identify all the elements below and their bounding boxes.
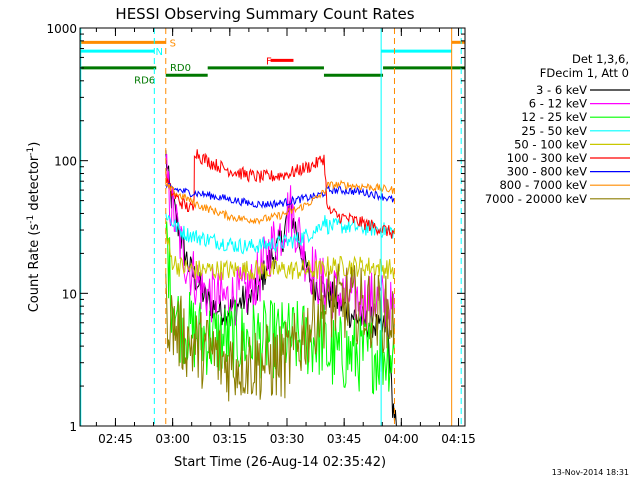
legend-label-50-100-kev: 50 - 100 keV [514,137,587,151]
flag-label-s: S [170,38,176,49]
series-line-800-7000-kev [165,179,395,225]
footer-timestamp: 13-Nov-2014 18:31 [552,468,629,477]
x-tick-label: 03:45 [327,432,362,446]
series-line-25-50-kev [165,212,395,255]
flag-label-f: F [266,56,272,67]
y-tick-label: 1000 [46,22,77,36]
y-axis-label: Count Rate (s-1 detector-1) [26,142,42,313]
series-lines [165,149,397,427]
x-tick-label: 02:45 [98,432,133,446]
y-label-prefix: Count Rate (s [27,224,42,313]
y-label-mid: detector [27,155,42,215]
y-label-suffix: ) [27,142,42,147]
chart-title: HESSI Observing Summary Count Rates [115,5,414,23]
legend-label-7000-20000-kev: 7000 - 20000 keV [485,192,587,206]
legend-label-6-12-kev: 6 - 12 keV [529,97,587,111]
y-tick-label: 10 [62,287,77,301]
flag-bars: SN F RD0 RD6 [80,38,465,86]
flag-label-rd0: RD0 [170,63,191,74]
x-axis-label: Start Time (26-Aug-14 02:35:42) [174,455,386,470]
vertical-markers [80,28,462,426]
series-line-3-6-kev [165,150,397,427]
legend-header-line2: FDecim 1, Att 0 [540,66,629,80]
series-line-100-300-kev [165,149,395,239]
series-line-50-100-kev [165,230,395,281]
axis-ticks: 1 10 100 1000 02:45 03:00 03:15 03:30 03:45 04:00… [46,22,475,446]
flag-label-n: N [155,47,162,58]
series-line-7000-20000-kev [165,263,395,402]
series-line-6-12-kev [165,153,395,335]
y-tick-label: 100 [54,155,77,169]
legend-label-3-6-kev: 3 - 6 keV [536,83,587,97]
x-tick-label: 03:30 [270,432,305,446]
legend-label-12-25-kev: 12 - 25 keV [521,110,587,124]
x-tick-label: 03:00 [155,432,190,446]
x-tick-label: 04:00 [384,432,419,446]
legend-label-100-300-kev: 100 - 300 keV [507,151,587,165]
plot-frame [79,27,466,427]
legend-label-800-7000-kev: 800 - 7000 keV [499,178,587,192]
series-line-300-800-kev [165,182,395,210]
y-tick-label: 1 [69,420,77,434]
y-label-sup2: -1 [26,147,36,156]
flag-label-rd6: RD6 [134,75,155,86]
x-tick-label: 03:15 [213,432,248,446]
y-label-sup1: -1 [26,215,36,224]
x-tick-label: 04:15 [441,432,476,446]
legend-label-300-800-kev: 300 - 800 keV [507,165,587,179]
legend-header-line1: Det 1,3,6, [572,52,629,66]
legend-label-25-50-kev: 25 - 50 keV [521,124,587,138]
